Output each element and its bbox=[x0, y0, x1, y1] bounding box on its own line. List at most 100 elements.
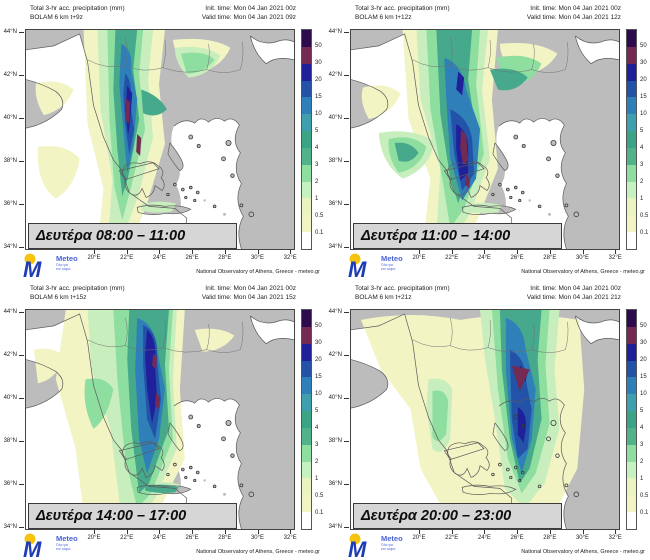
logo-name: Meteo bbox=[381, 534, 403, 543]
logo-texts: Meteo Όλα για τον καιρό bbox=[381, 252, 403, 272]
title-line2: BOLAM 6 km t+15z bbox=[30, 294, 87, 302]
latitude-tick-label: 38°N bbox=[328, 438, 342, 444]
longitude-tick-label: 26°E bbox=[185, 255, 199, 261]
latitude-tick bbox=[344, 204, 349, 205]
colorbar-label: 0.1 bbox=[315, 230, 324, 236]
colorbar-segment bbox=[302, 46, 311, 64]
colorbar-scale bbox=[626, 29, 637, 250]
title-line1: Total 3-hr acc. precipitation (mm) bbox=[30, 285, 125, 292]
latitude-tick bbox=[344, 484, 349, 485]
title-line2: BOLAM 6 km t+9z bbox=[30, 14, 83, 22]
longitude-tick bbox=[159, 250, 161, 254]
latitude-tick-label: 34°N bbox=[3, 244, 17, 250]
latitude-tick-label: 34°N bbox=[3, 524, 17, 530]
colorbar-label: 10 bbox=[640, 391, 647, 397]
longitude-axis: 20°E 22°E 24°E 26°E 28°E 30°E 32°E bbox=[350, 250, 622, 268]
longitude-tick-label: 22°E bbox=[120, 535, 134, 541]
panel-times: Init. time: Mon 04 Jan 2021 00z Valid ti… bbox=[202, 4, 296, 22]
longitude-tick-label: 28°E bbox=[543, 535, 557, 541]
init-time: Init. time: Mon 04 Jan 2021 00z bbox=[530, 5, 621, 12]
colorbar-segment bbox=[302, 215, 311, 233]
precipitation-map bbox=[350, 29, 620, 250]
colorbar-segment bbox=[627, 164, 636, 182]
colorbar-segment bbox=[302, 164, 311, 182]
forecast-panel-2: Total 3-hr acc. precipitation (mm) BOLAM… bbox=[325, 0, 650, 280]
latitude-axis: 44°N 42°N 40°N 38°N 36°N 34°N bbox=[0, 309, 25, 530]
time-range-label: Δευτέρα 11:00 – 14:00 bbox=[353, 223, 562, 249]
latitude-tick-label: 38°N bbox=[328, 158, 342, 164]
colorbar-label: 1 bbox=[315, 476, 319, 482]
longitude-tick bbox=[192, 530, 194, 534]
longitude-tick-label: 28°E bbox=[218, 535, 232, 541]
logo-tagline-2: τον καιρό bbox=[56, 267, 71, 272]
colorbar-label: 10 bbox=[640, 111, 647, 117]
forecast-panel-3: Total 3-hr acc. precipitation (mm) BOLAM… bbox=[0, 280, 325, 560]
longitude-axis: 20°E 22°E 24°E 26°E 28°E 30°E 32°E bbox=[25, 250, 297, 268]
latitude-tick-label: 44°N bbox=[3, 29, 17, 35]
latitude-tick bbox=[344, 247, 349, 248]
longitude-tick-label: 24°E bbox=[152, 535, 166, 541]
longitude-tick bbox=[615, 250, 617, 254]
latitude-tick bbox=[344, 398, 349, 399]
longitude-tick bbox=[451, 250, 453, 254]
latitude-tick bbox=[344, 75, 349, 76]
latitude-tick bbox=[19, 312, 24, 313]
time-range-label: Δευτέρα 08:00 – 11:00 bbox=[28, 223, 237, 249]
colorbar-segment bbox=[627, 326, 636, 344]
colorbar-segment bbox=[627, 310, 636, 327]
latitude-tick-label: 44°N bbox=[328, 309, 342, 315]
colorbar-label: 10 bbox=[315, 111, 322, 117]
precipitation-colorbar: 50 30 20 15 10 5 4 3 2 1 0.5 0.1 bbox=[626, 29, 650, 250]
latitude-tick-label: 40°N bbox=[328, 395, 342, 401]
forecast-panel-1: Total 3-hr acc. precipitation (mm) BOLAM… bbox=[0, 0, 325, 280]
latitude-axis: 44°N 42°N 40°N 38°N 36°N 34°N bbox=[325, 309, 350, 530]
attribution-text: National Observatory of Athens, Greece -… bbox=[196, 269, 320, 275]
longitude-tick bbox=[192, 250, 194, 254]
colorbar-segment bbox=[302, 512, 311, 529]
colorbar-label: 1 bbox=[640, 476, 644, 482]
colorbar-label: 1 bbox=[315, 196, 319, 202]
longitude-tick bbox=[290, 250, 292, 254]
latitude-tick bbox=[19, 247, 24, 248]
precipitation-shading bbox=[33, 310, 235, 529]
meteo-logo: M Meteo Όλα για τον καιρό bbox=[22, 532, 78, 559]
panel-title: Total 3-hr acc. precipitation (mm) BOLAM… bbox=[355, 284, 450, 302]
colorbar-segment bbox=[302, 377, 311, 395]
colorbar-segment bbox=[627, 30, 636, 47]
longitude-tick-label: 20°E bbox=[412, 255, 426, 261]
colorbar-segment bbox=[302, 198, 311, 216]
colorbar-label: 50 bbox=[315, 43, 322, 49]
latitude-tick bbox=[344, 441, 349, 442]
latitude-tick bbox=[19, 32, 24, 33]
logo-sun-icon bbox=[349, 253, 361, 265]
time-range-label: Δευτέρα 20:00 – 23:00 bbox=[353, 503, 562, 529]
colorbar-segment bbox=[627, 394, 636, 412]
meteo-logo: M Meteo Όλα για τον καιρό bbox=[347, 532, 403, 559]
logo-texts: Meteo Όλα για τον καιρό bbox=[56, 252, 78, 272]
colorbar-segment bbox=[627, 512, 636, 529]
colorbar-segment bbox=[302, 427, 311, 445]
colorbar-segment bbox=[302, 147, 311, 165]
colorbar-segment bbox=[627, 215, 636, 233]
meteo-logo-icon: M bbox=[348, 533, 367, 559]
map-canvas bbox=[26, 310, 294, 529]
latitude-tick bbox=[19, 355, 24, 356]
logo-name: Meteo bbox=[56, 534, 78, 543]
latitude-tick-label: 34°N bbox=[328, 524, 342, 530]
colorbar-segment bbox=[302, 232, 311, 249]
colorbar-segment bbox=[302, 310, 311, 327]
precipitation-colorbar: 50 30 20 15 10 5 4 3 2 1 0.5 0.1 bbox=[626, 309, 650, 530]
latitude-tick-label: 44°N bbox=[328, 29, 342, 35]
colorbar-segment bbox=[627, 444, 636, 462]
colorbar-segment bbox=[627, 360, 636, 378]
colorbar-segment bbox=[627, 181, 636, 199]
longitude-tick-label: 24°E bbox=[152, 255, 166, 261]
latitude-tick-label: 38°N bbox=[3, 158, 17, 164]
longitude-axis: 20°E 22°E 24°E 26°E 28°E 30°E 32°E bbox=[25, 530, 297, 548]
colorbar-segment bbox=[627, 411, 636, 428]
meteo-logo: M Meteo Όλα για τον καιρό bbox=[347, 252, 403, 279]
latitude-tick bbox=[344, 312, 349, 313]
longitude-tick bbox=[484, 250, 486, 254]
colorbar-label: 5 bbox=[315, 128, 319, 134]
